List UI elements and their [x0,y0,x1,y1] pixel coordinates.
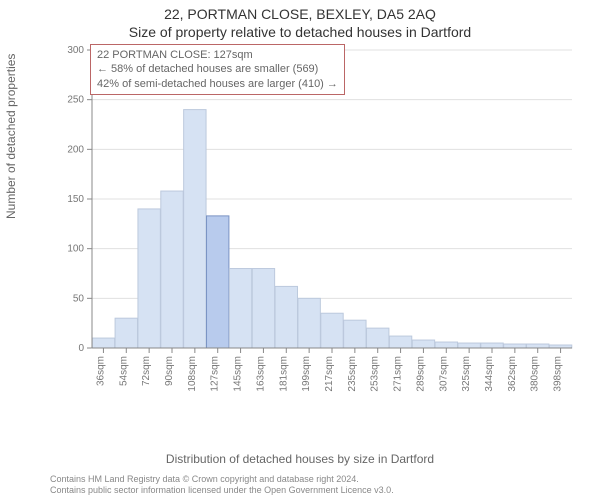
annotation-line2: ← 58% of detached houses are smaller (56… [97,62,338,76]
annotation-box: 22 PORTMAN CLOSE: 127sqm ← 58% of detach… [90,44,345,95]
svg-text:235sqm: 235sqm [347,356,358,392]
svg-text:380sqm: 380sqm [530,356,541,392]
svg-text:127sqm: 127sqm [210,356,221,392]
svg-text:200: 200 [67,144,84,155]
svg-text:253sqm: 253sqm [370,356,381,392]
page-title-address: 22, PORTMAN CLOSE, BEXLEY, DA5 2AQ [0,6,600,22]
x-axis-label: Distribution of detached houses by size … [0,452,600,466]
svg-text:217sqm: 217sqm [324,356,335,392]
svg-text:307sqm: 307sqm [438,356,449,392]
svg-text:271sqm: 271sqm [393,356,404,392]
svg-text:100: 100 [67,244,84,255]
svg-text:181sqm: 181sqm [278,356,289,392]
svg-text:72sqm: 72sqm [141,356,152,386]
svg-text:90sqm: 90sqm [164,356,175,386]
svg-text:163sqm: 163sqm [255,356,266,392]
svg-text:344sqm: 344sqm [484,356,495,392]
histogram-chart: 0 50 100 150 200 250 300 36sqm 54sqm 72sqm 90sqm 10… [60,46,580,406]
svg-text:0: 0 [78,343,84,354]
attribution-text: Contains HM Land Registry data © Crown c… [50,474,394,496]
svg-text:300: 300 [67,46,84,56]
svg-text:108sqm: 108sqm [187,356,198,392]
svg-text:50: 50 [73,293,85,304]
svg-text:250: 250 [67,95,84,106]
attribution-line1: Contains HM Land Registry data © Crown c… [50,474,394,485]
svg-text:398sqm: 398sqm [553,356,564,392]
svg-text:150: 150 [67,194,84,205]
svg-text:36sqm: 36sqm [95,356,106,386]
svg-text:199sqm: 199sqm [301,356,312,392]
y-axis-label: Number of detached properties [4,54,18,219]
svg-text:362sqm: 362sqm [507,356,518,392]
svg-text:325sqm: 325sqm [461,356,472,392]
annotation-line3: 42% of semi-detached houses are larger (… [97,77,338,91]
svg-text:289sqm: 289sqm [415,356,426,392]
svg-text:145sqm: 145sqm [233,356,244,392]
annotation-line1: 22 PORTMAN CLOSE: 127sqm [97,48,338,62]
page-title-subtitle: Size of property relative to detached ho… [0,24,600,40]
svg-text:54sqm: 54sqm [118,356,129,386]
attribution-line2: Contains public sector information licen… [50,485,394,496]
